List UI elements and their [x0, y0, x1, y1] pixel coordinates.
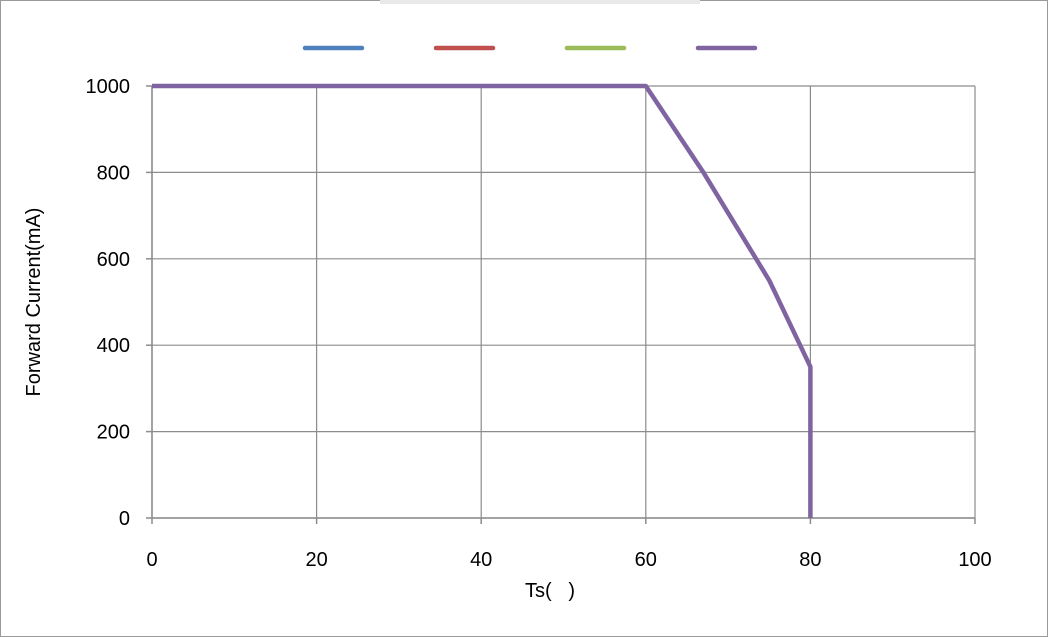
x-tick-label: 20 [305, 549, 327, 571]
grid [151, 85, 976, 519]
y-tick-label: 400 [97, 335, 130, 357]
x-axis-label: Ts( ) [525, 580, 575, 602]
y-tick-labels: 0 200 400 600 800 1000 [86, 76, 131, 530]
series-line-4 [152, 83, 813, 518]
axes [146, 85, 976, 524]
series-group [152, 83, 813, 518]
top-decor-strip [380, 0, 700, 4]
x-tick-label: 0 [146, 549, 157, 571]
y-tick-label: 800 [97, 162, 130, 184]
y-tick-label: 200 [97, 422, 130, 444]
x-tick-label: 100 [958, 549, 991, 571]
x-tick-label: 80 [799, 549, 821, 571]
y-tick-label: 1000 [86, 76, 131, 98]
y-tick-label: 0 [119, 508, 130, 530]
x-tick-label: 60 [635, 549, 657, 571]
x-tick-labels: 0 20 40 60 80 100 [146, 549, 991, 571]
x-tick-label: 40 [470, 549, 492, 571]
y-tick-label: 600 [97, 249, 130, 271]
y-axis-label: Forward Current(mA) [23, 208, 45, 397]
